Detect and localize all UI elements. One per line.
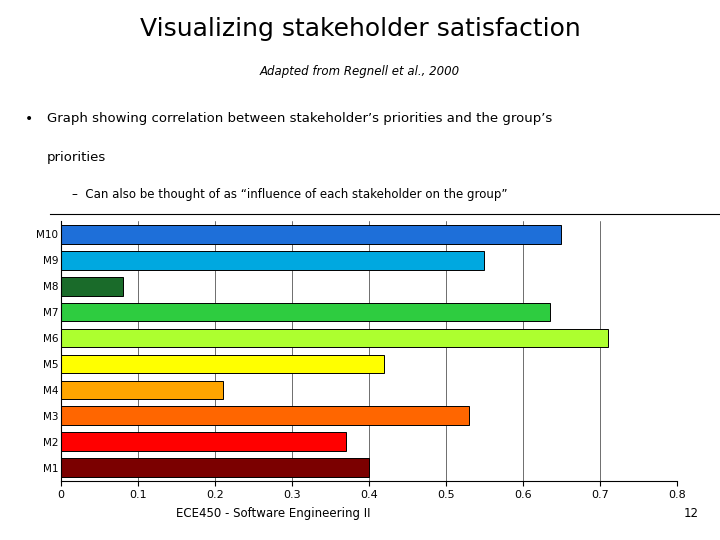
Bar <box>61 329 608 347</box>
Text: –  Can also be thought of as “influence of each stakeholder on the group”: – Can also be thought of as “influence o… <box>72 188 508 201</box>
Bar <box>61 407 469 425</box>
Text: ECE450 - Software Engineering II: ECE450 - Software Engineering II <box>176 507 371 520</box>
Bar <box>61 458 369 477</box>
Text: Graph showing correlation between stakeholder’s priorities and the group’s: Graph showing correlation between stakeh… <box>47 112 552 125</box>
Bar <box>61 381 222 399</box>
Text: Adapted from Regnell et al., 2000: Adapted from Regnell et al., 2000 <box>260 65 460 78</box>
Bar <box>61 433 346 451</box>
Bar <box>61 251 485 269</box>
Bar <box>61 355 384 373</box>
Text: 12: 12 <box>683 507 698 520</box>
Text: •: • <box>25 112 33 126</box>
Text: Visualizing stakeholder satisfaction: Visualizing stakeholder satisfaction <box>140 17 580 41</box>
Text: priorities: priorities <box>47 151 106 164</box>
Bar <box>61 277 122 295</box>
Bar <box>61 303 550 321</box>
Bar <box>61 225 562 244</box>
